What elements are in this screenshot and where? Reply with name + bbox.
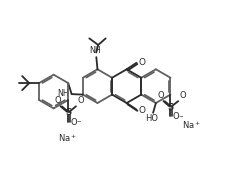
Text: $^-$: $^-$: [75, 118, 82, 127]
Text: S: S: [65, 108, 71, 117]
Text: $^-$: $^-$: [177, 112, 184, 121]
Text: O: O: [138, 105, 145, 115]
Text: O: O: [77, 96, 84, 105]
Text: O: O: [138, 58, 145, 67]
Text: O: O: [173, 112, 179, 121]
Text: S: S: [167, 103, 174, 112]
Text: O: O: [71, 118, 77, 127]
Text: O: O: [180, 91, 186, 100]
Text: O: O: [158, 91, 164, 100]
Text: O: O: [55, 96, 61, 105]
Text: NH: NH: [57, 89, 69, 98]
Text: Na$^+$: Na$^+$: [182, 119, 201, 131]
Text: HO: HO: [145, 114, 158, 123]
Text: Na$^+$: Na$^+$: [58, 132, 77, 144]
Text: NH: NH: [89, 47, 101, 55]
